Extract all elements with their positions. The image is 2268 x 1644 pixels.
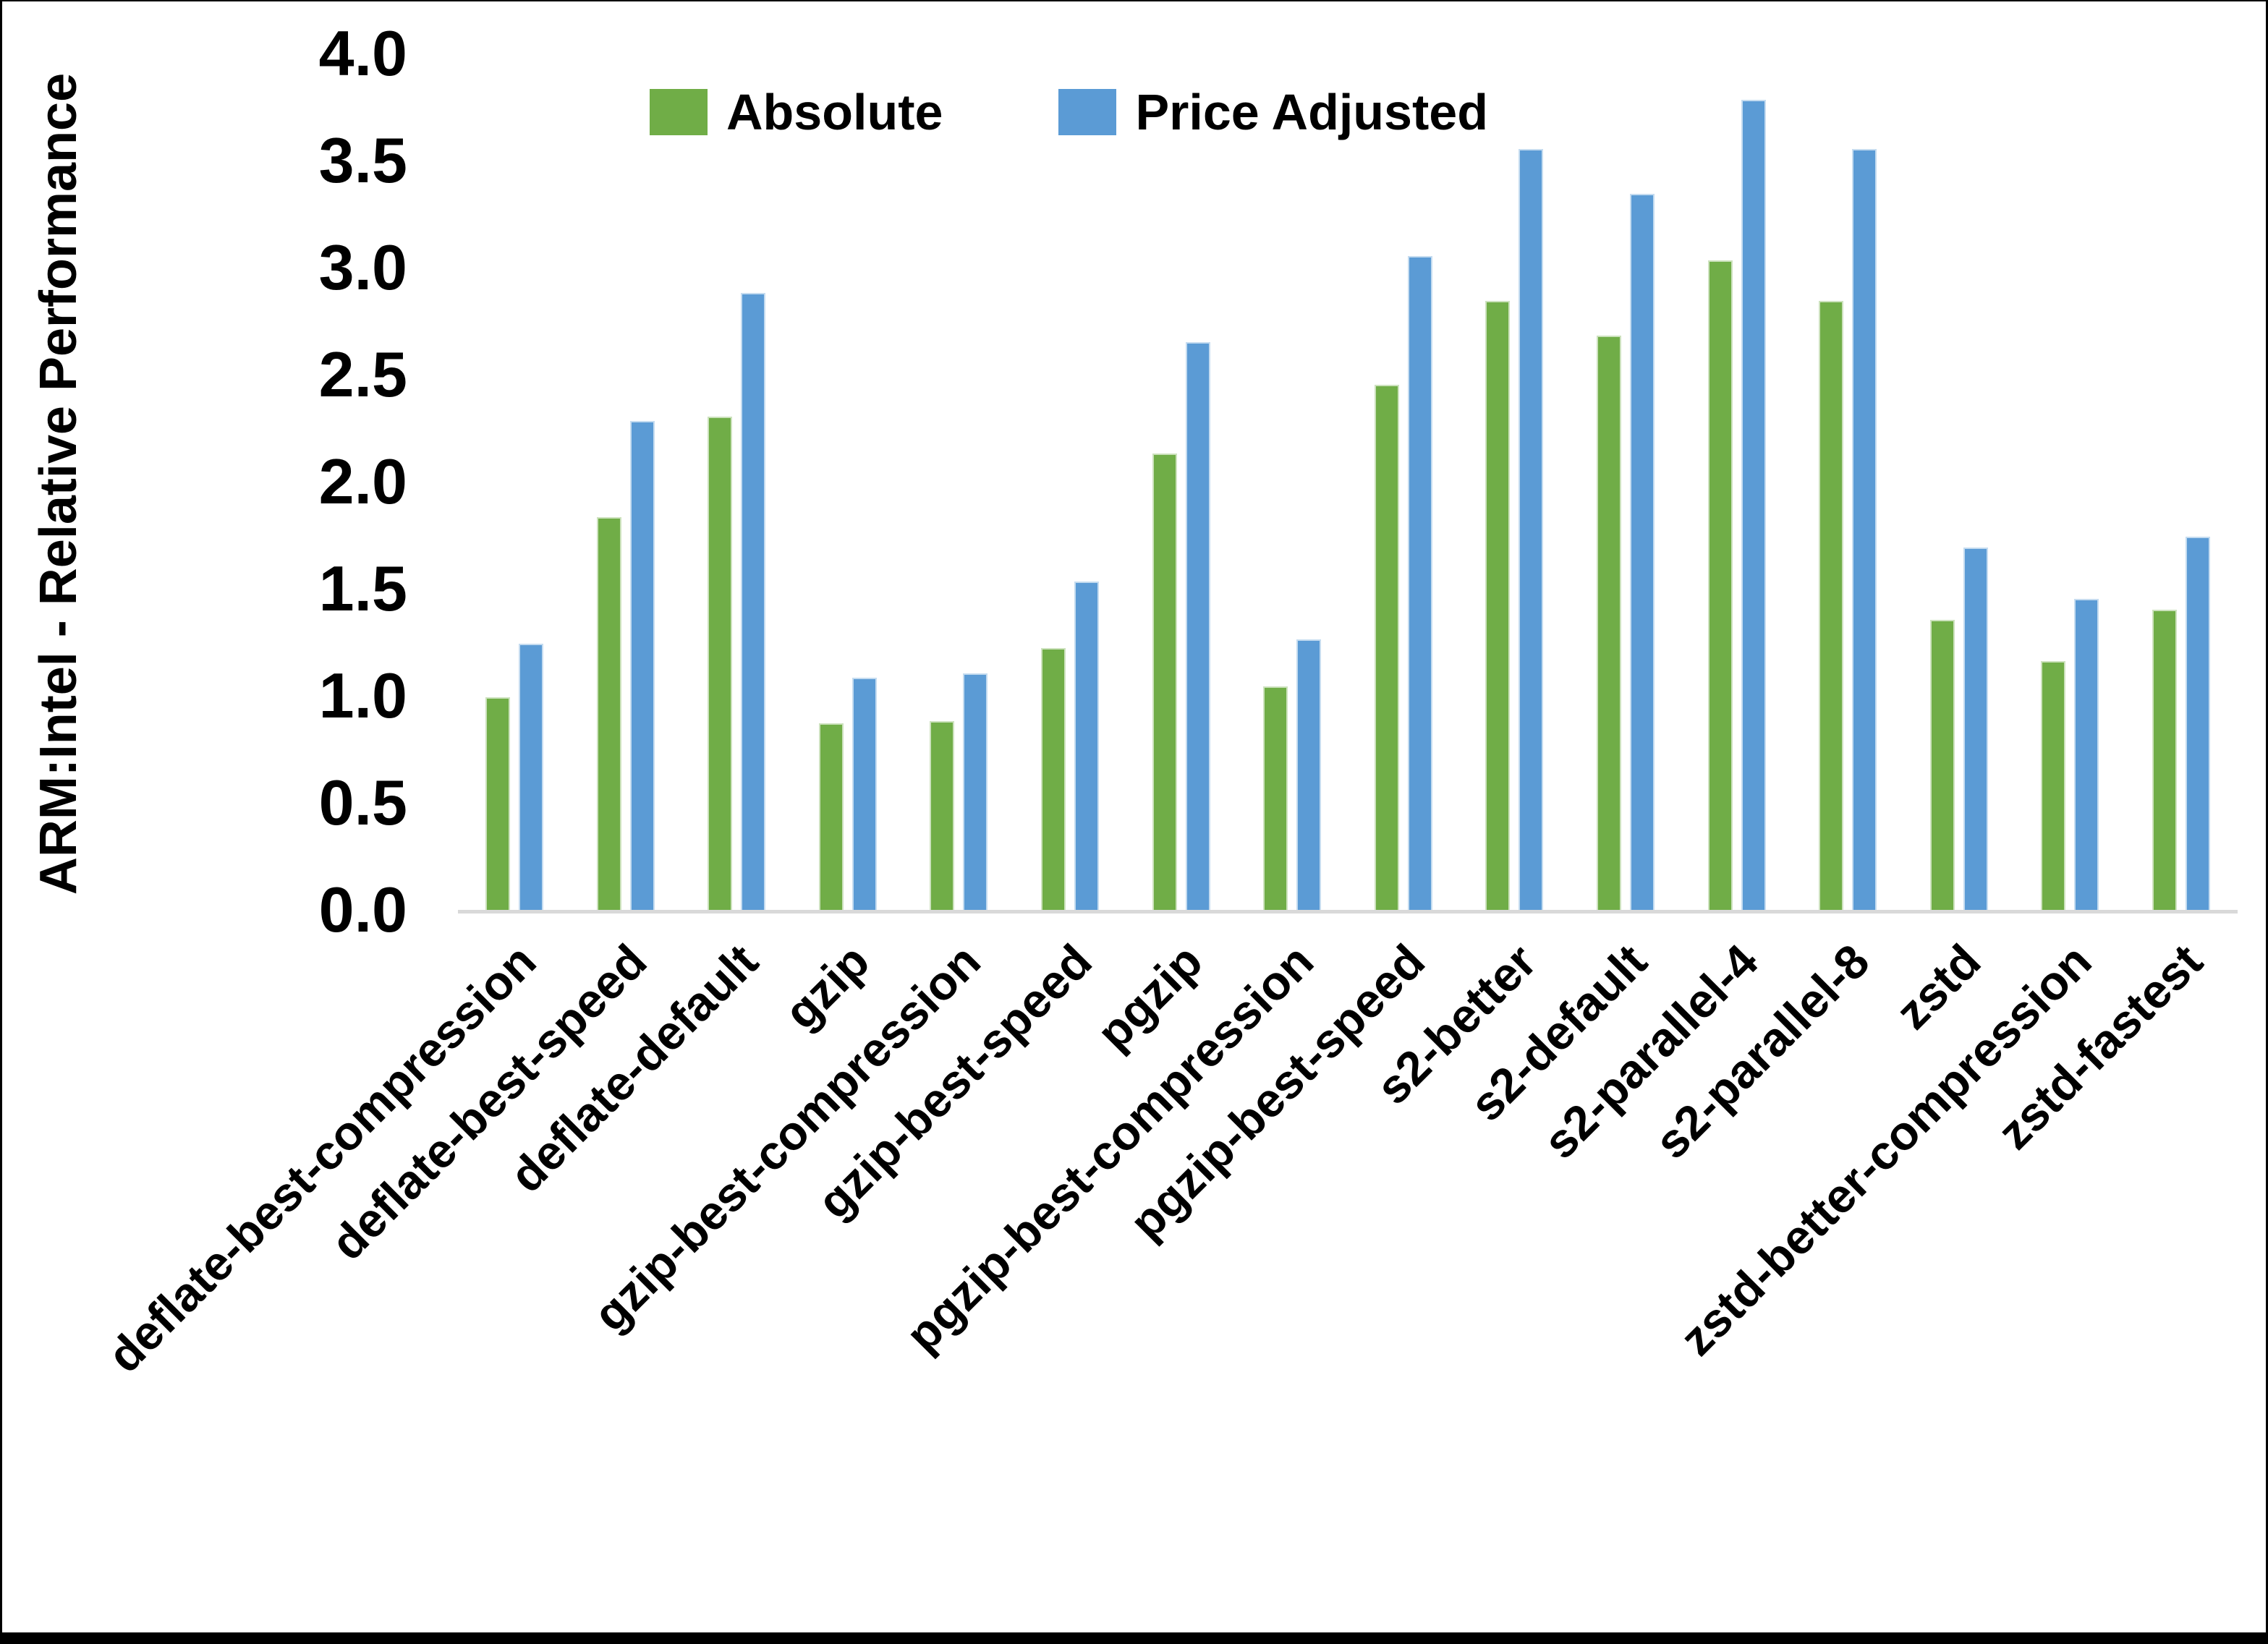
bar-price-adjusted-s2-parallel-8 bbox=[1852, 149, 1877, 911]
bar-absolute-deflate-best-speed bbox=[597, 517, 621, 911]
y-axis-tick-label: 2.5 bbox=[318, 338, 407, 411]
bar-absolute-s2-better bbox=[1485, 301, 1510, 911]
bar-absolute-gzip-best-compression bbox=[930, 721, 954, 911]
bar-absolute-deflate-default bbox=[708, 417, 732, 911]
bar-price-adjusted-deflate-default bbox=[741, 293, 765, 911]
legend: Absolute Price Adjusted bbox=[650, 87, 1488, 137]
x-axis-label: deflate-best-compression bbox=[97, 934, 546, 1383]
legend-label-price-adjusted: Price Adjusted bbox=[1135, 84, 1488, 140]
legend-label-absolute: Absolute bbox=[726, 84, 943, 140]
bar-absolute-pgzip-best-compression bbox=[1263, 686, 1288, 911]
bar-absolute-pgzip bbox=[1152, 453, 1177, 911]
bottom-border-rule bbox=[2, 1632, 2266, 1644]
y-axis-tick-label: 0.5 bbox=[318, 767, 407, 839]
bar-price-adjusted-gzip-best-speed bbox=[1074, 582, 1099, 911]
bar-absolute-zstd bbox=[1930, 620, 1955, 911]
bar-price-adjusted-zstd bbox=[1963, 548, 1988, 911]
bar-price-adjusted-deflate-best-speed bbox=[630, 421, 655, 911]
bar-absolute-s2-default bbox=[1597, 336, 1621, 911]
x-axis-label: zstd bbox=[1885, 934, 1991, 1039]
y-axis-title: ARM:Intel - Relative Performance bbox=[30, 72, 88, 895]
bar-price-adjusted-deflate-best-compression bbox=[519, 644, 543, 911]
y-axis-tick-label: 1.5 bbox=[318, 553, 407, 625]
x-axis-line bbox=[458, 910, 2238, 913]
legend-item-absolute: Absolute bbox=[650, 87, 943, 137]
bar-absolute-gzip-best-speed bbox=[1041, 648, 1066, 911]
y-axis-tick-label: 4.0 bbox=[318, 17, 407, 90]
bar-price-adjusted-s2-parallel-4 bbox=[1741, 100, 1766, 911]
bar-absolute-gzip bbox=[819, 723, 844, 911]
bar-absolute-s2-parallel-4 bbox=[1708, 260, 1733, 911]
legend-swatch-absolute bbox=[650, 89, 708, 135]
bar-price-adjusted-zstd-better-compression bbox=[2074, 599, 2099, 911]
bar-price-adjusted-s2-better bbox=[1519, 149, 1543, 911]
y-axis-tick-label: 0.0 bbox=[318, 874, 407, 946]
bar-price-adjusted-pgzip-best-compression bbox=[1296, 639, 1321, 911]
y-axis-tick-label: 3.5 bbox=[318, 124, 407, 197]
bar-price-adjusted-pgzip-best-speed bbox=[1408, 256, 1432, 911]
x-axis-label: gzip bbox=[773, 934, 880, 1039]
bar-absolute-zstd-fastest bbox=[2152, 610, 2177, 911]
bar-absolute-s2-parallel-8 bbox=[1819, 301, 1843, 911]
bar-price-adjusted-s2-default bbox=[1630, 194, 1655, 911]
legend-item-price-adjusted: Price Adjusted bbox=[1058, 87, 1488, 137]
bar-absolute-deflate-best-compression bbox=[485, 697, 510, 911]
bar-absolute-pgzip-best-speed bbox=[1375, 385, 1399, 911]
y-axis-tick-label: 2.0 bbox=[318, 446, 407, 518]
y-axis-tick-label: 1.0 bbox=[318, 660, 407, 732]
y-axis-tick-label: 3.0 bbox=[318, 231, 407, 304]
bar-price-adjusted-gzip bbox=[852, 678, 877, 911]
legend-swatch-price-adjusted bbox=[1058, 89, 1117, 135]
bar-price-adjusted-gzip-best-compression bbox=[963, 673, 988, 911]
bar-absolute-zstd-better-compression bbox=[2041, 661, 2065, 911]
bar-price-adjusted-zstd-fastest bbox=[2186, 537, 2210, 911]
bar-price-adjusted-pgzip bbox=[1186, 342, 1210, 911]
